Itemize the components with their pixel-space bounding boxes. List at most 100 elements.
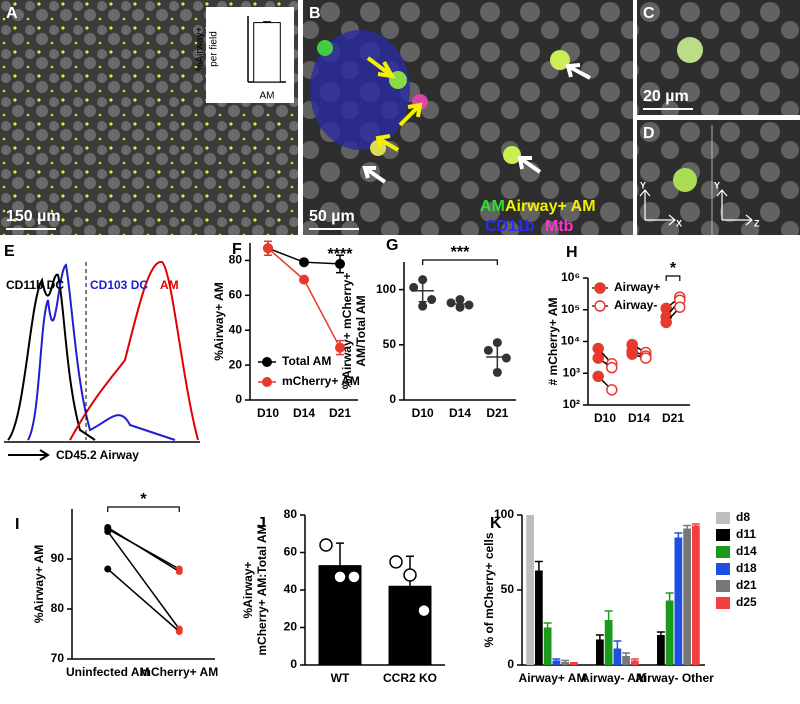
y-tick-label: 90 xyxy=(51,551,65,565)
y-axis-label: AM/Total AM xyxy=(354,295,368,366)
significance: * xyxy=(670,260,677,277)
legend-swatch xyxy=(716,597,730,609)
legend-swatch xyxy=(716,529,730,541)
y-axis-label: %Airway+ xyxy=(241,561,255,618)
panel-label: F xyxy=(232,241,242,258)
pair-line xyxy=(107,531,180,630)
y-axis-label: %Airway+ xyxy=(195,26,206,71)
data-point xyxy=(492,338,502,348)
decor xyxy=(4,30,753,461)
y-tick-label: 80 xyxy=(229,253,243,267)
legend-label: Total AM xyxy=(282,354,331,368)
data-point xyxy=(319,538,333,552)
bar xyxy=(526,515,535,665)
y-tick-label: 0 xyxy=(235,392,242,406)
bar xyxy=(683,528,691,665)
micrograph xyxy=(637,0,800,115)
legend-label: d8 xyxy=(736,510,750,524)
data-point xyxy=(333,570,347,584)
panel-label: A xyxy=(6,5,18,22)
y-tick-label: 70 xyxy=(51,651,65,665)
marker xyxy=(660,316,672,329)
bar xyxy=(674,537,683,665)
bar xyxy=(691,525,700,665)
marker xyxy=(592,352,604,364)
bar xyxy=(569,663,578,665)
y-tick-label: 0 xyxy=(507,657,514,671)
bar xyxy=(604,620,613,665)
y-tick-label: 40 xyxy=(284,582,298,596)
marker xyxy=(592,342,604,355)
marker xyxy=(335,258,345,269)
y-tick-label: 50 xyxy=(501,582,515,596)
legend-label: d14 xyxy=(736,544,757,558)
bar xyxy=(253,22,281,83)
x-tick-label: Airway- AM xyxy=(581,671,646,685)
bar xyxy=(552,660,561,665)
panel-label: C xyxy=(643,5,655,22)
marker xyxy=(592,370,604,383)
legend-label: d18 xyxy=(736,561,757,575)
x-tick-label: CCR2 KO xyxy=(383,671,437,685)
x-axis-label: CD45.2 Airway xyxy=(56,448,139,462)
x-tick-label: Airway+ AM xyxy=(519,671,587,685)
marker xyxy=(674,301,686,313)
data-point xyxy=(409,282,419,292)
marker xyxy=(335,342,345,353)
axis-letter: Y xyxy=(640,180,646,190)
marker xyxy=(606,384,618,396)
marker xyxy=(626,348,638,360)
legend-swatch xyxy=(716,563,730,575)
legend-label: d25 xyxy=(736,595,757,609)
panel-label: G xyxy=(386,237,398,254)
y-tick-label: 100 xyxy=(376,282,396,296)
x-tick-label: D14 xyxy=(628,411,650,425)
data-point xyxy=(464,300,474,310)
x-tick-label: AM xyxy=(260,91,275,102)
x-tick-label: D21 xyxy=(329,406,351,420)
panel-label: E xyxy=(4,243,15,260)
y-tick-label: 10³ xyxy=(563,365,580,379)
bar xyxy=(388,585,432,666)
y-axis-label: # mCherry+ AM xyxy=(546,298,560,386)
y-tick-label: 10² xyxy=(563,397,580,411)
significance: * xyxy=(140,491,147,508)
marker xyxy=(175,628,183,635)
y-axis-label: per field xyxy=(209,31,220,67)
channel-label: Mtb xyxy=(545,218,574,235)
significance-bracket xyxy=(107,506,180,512)
y-tick-label: 10⁶ xyxy=(561,270,580,284)
marker xyxy=(640,352,652,364)
pair-line xyxy=(107,526,180,573)
data-point xyxy=(389,555,403,569)
y-axis-label: % of mCherry+ cells xyxy=(482,532,496,647)
marker xyxy=(263,243,273,254)
marker xyxy=(299,257,309,268)
legend-marker xyxy=(594,300,606,312)
panel-label: D xyxy=(643,125,655,142)
data-point xyxy=(418,301,428,311)
x-tick-label: Airway- Other xyxy=(635,671,714,685)
legend-label: Airway+ xyxy=(614,280,660,294)
marker xyxy=(299,274,309,285)
data-point xyxy=(403,568,417,582)
significance-bracket xyxy=(665,275,681,281)
y-tick-label: 0 xyxy=(389,392,396,406)
legend-label: d21 xyxy=(736,578,757,592)
data-point xyxy=(501,353,511,363)
x-tick-label: D10 xyxy=(412,406,434,420)
legend-marker xyxy=(594,282,606,294)
pair-line xyxy=(107,568,180,633)
y-tick-label: 10⁵ xyxy=(561,302,580,316)
y-tick-label: 100 xyxy=(494,507,514,521)
bar xyxy=(657,635,665,665)
y-tick-label: 0 xyxy=(290,657,297,671)
data-point xyxy=(347,570,361,584)
panel-label: H xyxy=(566,244,578,261)
legend-label: mCherry+ AM xyxy=(282,374,360,388)
y-axis-label: mCherry+ AM:Total AM xyxy=(255,524,269,655)
population-label: CD103 DC xyxy=(90,278,148,292)
legend-swatch xyxy=(716,580,730,592)
bar xyxy=(630,660,639,665)
x-tick-label: D21 xyxy=(662,411,684,425)
